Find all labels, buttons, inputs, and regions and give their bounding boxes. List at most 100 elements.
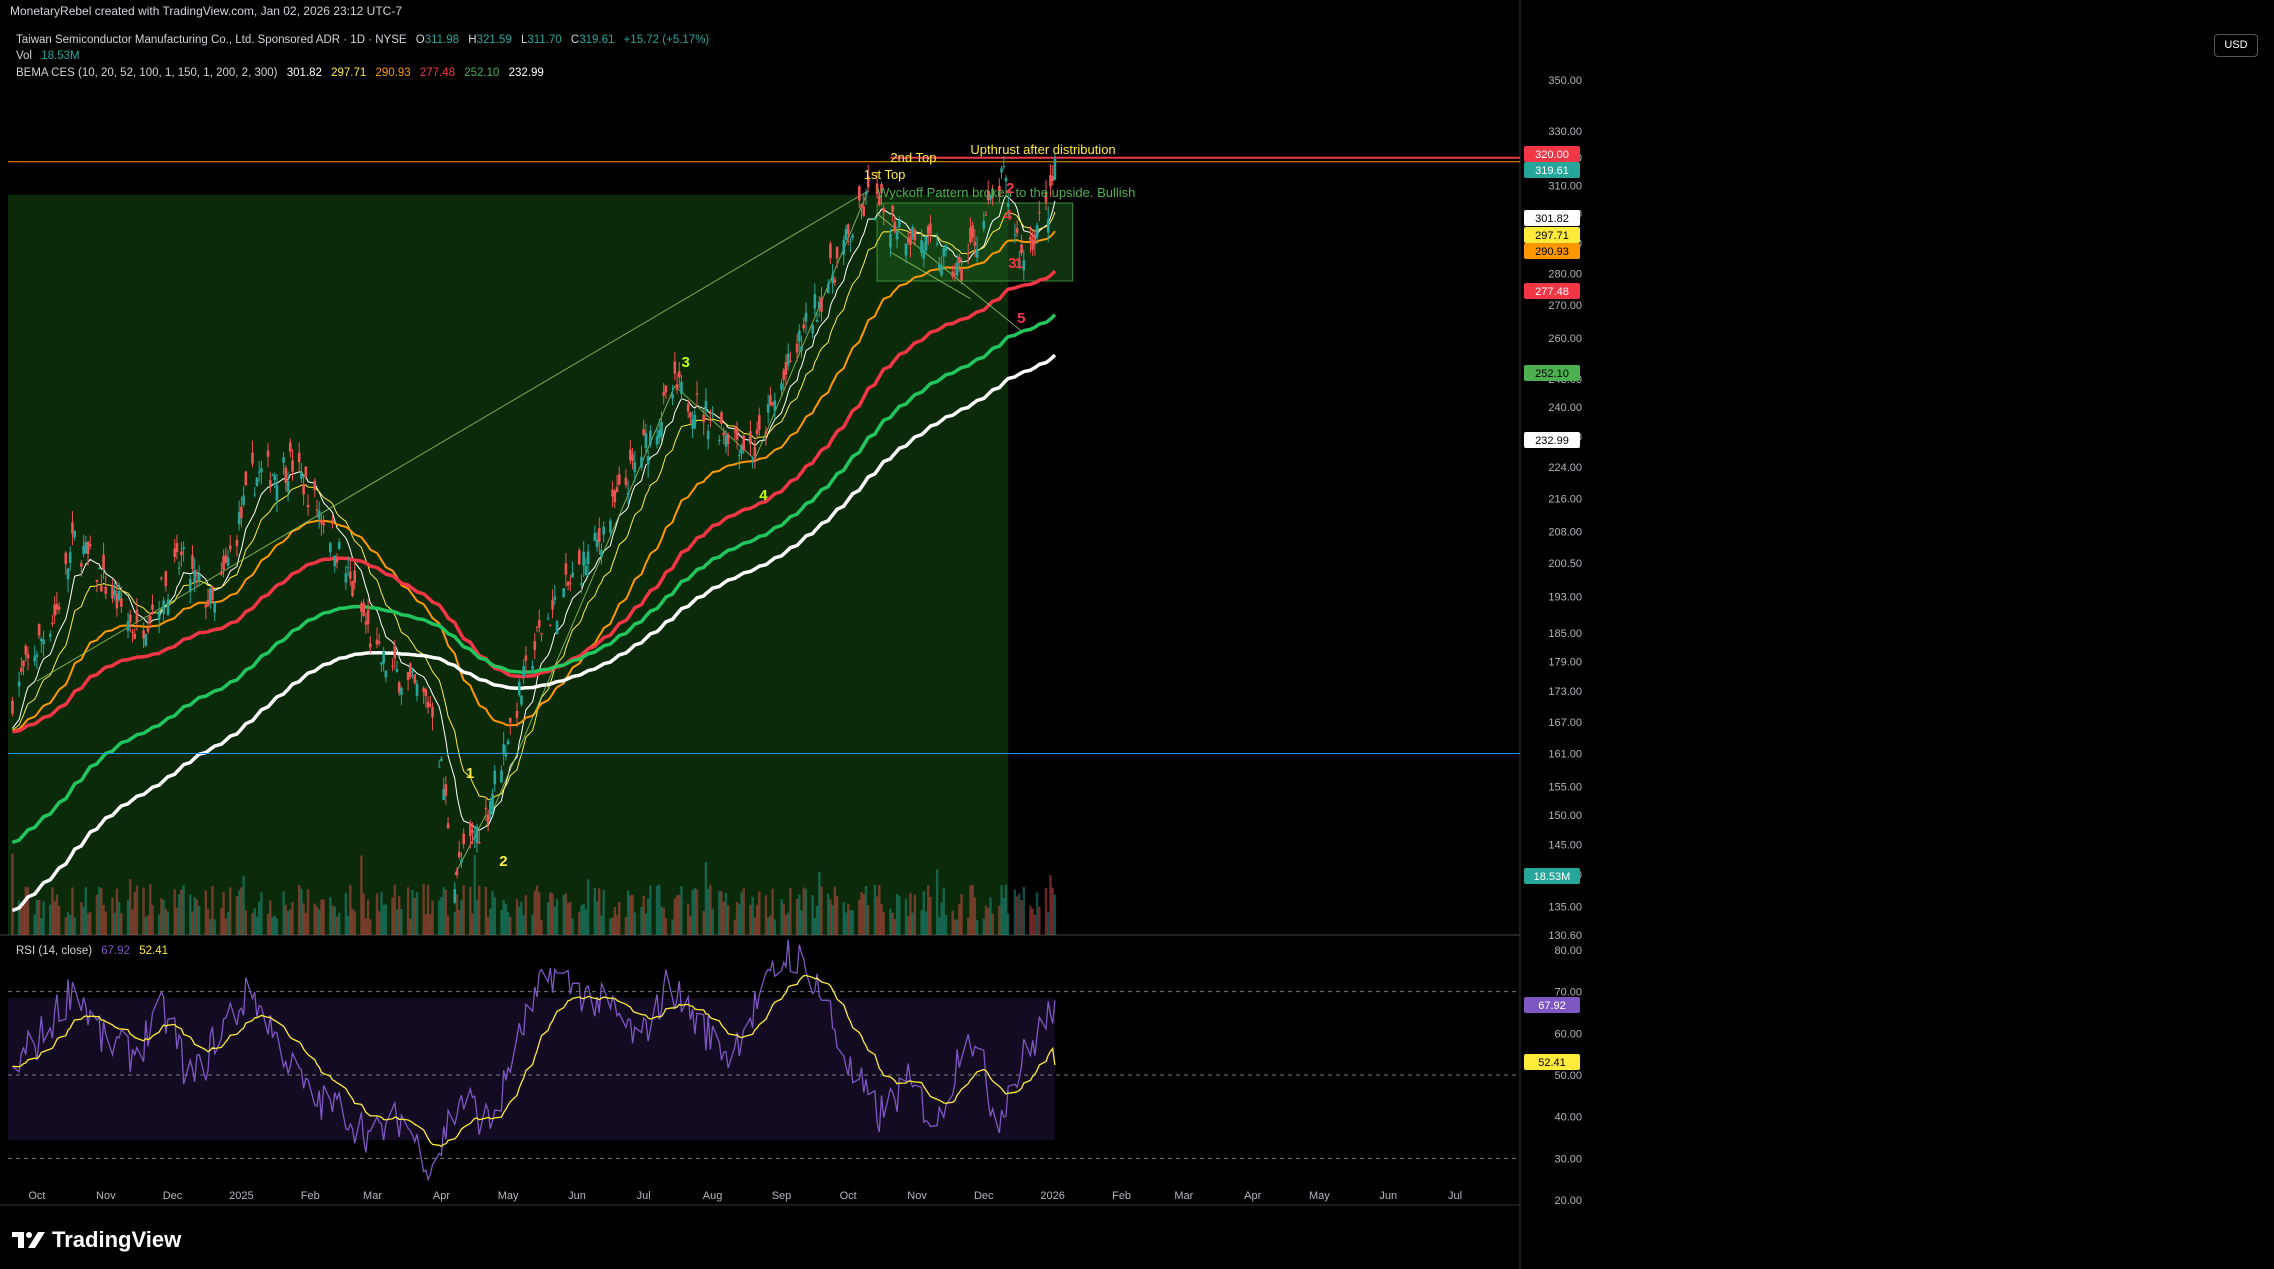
- candle-body: [862, 206, 866, 216]
- volume-bar: [991, 913, 994, 935]
- candle-body: [80, 563, 83, 567]
- candle-body: [951, 271, 954, 277]
- candle-body: [655, 436, 659, 445]
- price-tick: 280.00: [1548, 269, 1582, 281]
- candle-body: [711, 412, 714, 414]
- candle-body: [20, 667, 23, 672]
- tradingview-logo[interactable]: TradingView: [12, 1227, 181, 1253]
- volume-bar: [631, 894, 634, 935]
- candle-body: [337, 542, 341, 549]
- volume-bar: [111, 897, 114, 935]
- time-tick: Jul: [1448, 1190, 1462, 1202]
- candle-body: [235, 540, 239, 547]
- price-label: 277.48: [1535, 286, 1569, 298]
- time-tick: Feb: [301, 1190, 320, 1202]
- candle-body: [857, 186, 861, 201]
- volume-legend[interactable]: Vol 18.53M: [16, 50, 86, 62]
- volume-bar: [491, 891, 494, 935]
- candle-body: [444, 784, 448, 796]
- annotation-10: 4: [1004, 207, 1013, 224]
- bema-legend[interactable]: BEMA CES (10, 20, 52, 100, 1, 150, 1, 20…: [16, 67, 550, 79]
- volume-bar: [253, 908, 256, 935]
- tradingview-logo-icon: [12, 1232, 45, 1248]
- trend-line: [674, 385, 756, 460]
- volume-bar: [313, 903, 316, 935]
- ema-150-line: [11, 313, 1057, 845]
- time-tick: Oct: [28, 1190, 45, 1202]
- candle-body: [720, 412, 723, 424]
- volume-bar: [862, 893, 865, 935]
- candle-body: [260, 468, 263, 472]
- candle-body: [86, 541, 90, 555]
- volume-bar: [518, 906, 521, 935]
- candle-body: [255, 477, 259, 487]
- volume-bar: [346, 915, 350, 935]
- volume-bar: [255, 916, 259, 935]
- annotation-2: Upthrust after distribution: [970, 142, 1115, 157]
- volume-bar: [115, 888, 119, 935]
- volume-bar: [73, 917, 76, 935]
- volume-bar: [442, 887, 445, 935]
- candle-body: [880, 184, 883, 194]
- candle-body: [208, 588, 212, 604]
- volume-bar: [582, 904, 585, 935]
- candle-body: [520, 695, 523, 705]
- volume-bar: [984, 905, 988, 935]
- volume-bar: [151, 905, 154, 935]
- volume-bar: [569, 901, 572, 935]
- candle-body: [546, 618, 550, 620]
- volume-bar: [489, 908, 492, 935]
- candle-body: [66, 568, 70, 580]
- candle-body: [437, 766, 441, 768]
- volume-bar: [64, 917, 67, 935]
- candle-body: [82, 545, 85, 554]
- candle-body: [797, 330, 801, 342]
- symbol-legend[interactable]: Taiwan Semiconductor Manufacturing Co., …: [16, 34, 715, 46]
- candle-body: [533, 641, 537, 651]
- volume-bar: [911, 912, 914, 935]
- volume-bar: [1035, 892, 1039, 935]
- candle-body: [115, 593, 119, 609]
- volume-bar: [391, 897, 394, 935]
- candle-body: [304, 466, 308, 477]
- candle-body: [486, 814, 490, 823]
- volume-bar: [211, 885, 214, 935]
- candle-body: [117, 590, 121, 600]
- candle-body: [617, 474, 621, 485]
- volume-bar: [764, 895, 768, 935]
- price-tick: 320.00: [1548, 153, 1582, 165]
- candle-body: [104, 586, 108, 594]
- volume-bar: [49, 904, 52, 935]
- bema-value-6: 232.99: [508, 67, 544, 79]
- candle-body: [1002, 166, 1006, 168]
- currency-button[interactable]: USD: [2214, 34, 2258, 57]
- volume-bar: [626, 890, 630, 935]
- volume-bar: [84, 887, 87, 935]
- candle-body: [642, 429, 645, 436]
- candle-body: [989, 195, 992, 200]
- volume-bar: [640, 906, 643, 935]
- candle-body: [740, 445, 743, 454]
- volume-bar: [662, 907, 665, 935]
- candle-body: [120, 598, 123, 607]
- rsi-legend[interactable]: RSI (14, close) 67.92 52.41: [16, 945, 174, 957]
- volume-bar: [26, 887, 30, 935]
- volume-bar: [678, 894, 681, 935]
- candle-body: [909, 236, 912, 245]
- volume-bar: [144, 916, 148, 935]
- candle-body: [424, 689, 428, 697]
- candle-body: [369, 643, 372, 648]
- candle-body: [626, 492, 630, 496]
- volume-bar: [920, 910, 923, 935]
- candle-body: [64, 552, 68, 564]
- volume-bar: [842, 902, 845, 935]
- volume-bar: [611, 917, 614, 935]
- volume-bar: [951, 910, 954, 935]
- candle-body: [524, 655, 528, 661]
- volume-bar: [35, 899, 39, 935]
- candle-body: [500, 770, 503, 783]
- rsi-label-bg: [1524, 997, 1580, 1013]
- candle-body: [506, 741, 510, 745]
- volume-bar: [675, 895, 679, 935]
